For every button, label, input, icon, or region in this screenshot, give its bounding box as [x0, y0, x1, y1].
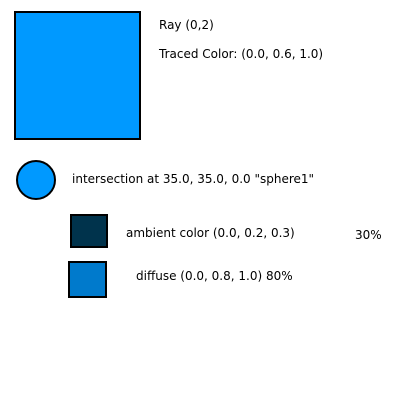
ambient-color-swatch: [70, 214, 108, 248]
ambient-percent-label: 30%: [355, 228, 382, 242]
ambient-color-label: ambient color (0.0, 0.2, 0.3): [126, 226, 295, 240]
diffuse-color-swatch: [68, 261, 107, 298]
intersection-label: intersection at 35.0, 35.0, 0.0 "sphere1…: [72, 172, 315, 186]
traced-color-label: Traced Color: (0.0, 0.6, 1.0): [159, 47, 324, 61]
diffuse-label: diffuse (0.0, 0.8, 1.0) 80%: [136, 269, 293, 283]
intersection-sphere-circle: [16, 160, 56, 200]
traced-color-swatch: [14, 11, 141, 140]
ray-label: Ray (0,2): [159, 18, 214, 32]
